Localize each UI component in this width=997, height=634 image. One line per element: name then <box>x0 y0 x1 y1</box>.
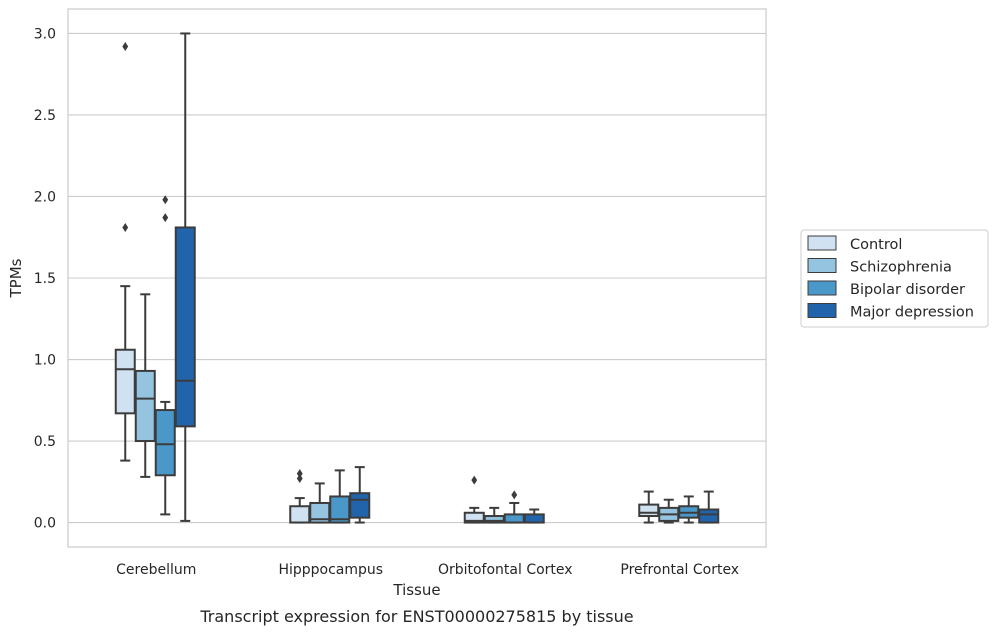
outlier-point <box>122 41 129 51</box>
outlier-point <box>162 213 169 223</box>
y-tick-label: 0.0 <box>34 516 56 532</box>
iqr-box <box>698 508 720 524</box>
box-plot <box>523 508 545 524</box>
legend-label: Major depression <box>850 305 974 321</box>
y-tick-label: 3.0 <box>34 26 56 42</box>
legend-frame <box>800 229 989 328</box>
legend-label: Bipolar disorder <box>850 282 965 298</box>
legend-label: Control <box>850 237 902 253</box>
iqr-box <box>638 503 660 518</box>
iqr-box <box>114 348 136 415</box>
y-tick-label: 0.5 <box>34 434 56 450</box>
box-plot <box>349 466 371 524</box>
iqr-box <box>154 409 176 477</box>
legend-label: Schizophrenia <box>850 260 952 276</box>
x-axis-ticks: Cerebellum Hipppocampus Orbitofontal Corte… <box>116 562 739 578</box>
legend-swatch <box>807 258 837 273</box>
iqr-box <box>174 226 196 428</box>
outlier-point <box>296 474 303 484</box>
iqr-box <box>349 492 371 519</box>
x-axis-label: Tissue <box>392 581 440 599</box>
iqr-box <box>134 369 156 443</box>
box-plot <box>114 41 136 462</box>
legend-swatch <box>807 280 837 296</box>
outlier-point <box>511 490 518 500</box>
y-axis-ticks: 0.0 0.5 1.0 1.5 2.0 2.5 3.0 <box>34 26 56 531</box>
box-plot <box>174 32 196 522</box>
y-tick-label: 2.5 <box>34 108 56 124</box>
y-tick-label: 1.0 <box>34 353 56 369</box>
x-tick-label: Hipppocampus <box>278 562 383 578</box>
x-tick-label: Orbitofontal Cortex <box>438 562 573 578</box>
legend-swatch <box>807 303 837 318</box>
outlier-point <box>471 475 478 485</box>
y-axis-label: TPMs <box>7 258 25 298</box>
outlier-point <box>122 222 129 232</box>
box-plot <box>698 490 720 524</box>
iqr-box <box>523 513 545 524</box>
box-plot <box>678 495 700 524</box>
x-tick-label: Prefrontal Cortex <box>620 562 739 578</box>
x-tick-label: Cerebellum <box>116 562 196 578</box>
iqr-box <box>503 513 525 524</box>
legend: Control Schizophrenia Bipolar disorder Majo… <box>800 229 989 328</box>
box-plot <box>638 490 660 524</box>
box-plot <box>154 195 176 516</box>
plot-frame <box>67 8 767 548</box>
iqr-box <box>289 505 311 524</box>
chart-caption: Transcript expression for ENST0000027581… <box>199 607 633 626</box>
box-plot <box>134 293 156 478</box>
legend-swatch <box>807 235 837 251</box>
y-tick-label: 2.0 <box>34 189 56 205</box>
outlier-point <box>296 469 303 479</box>
y-tick-label: 1.5 <box>34 271 56 287</box>
outlier-point <box>162 195 169 205</box>
box-groups <box>114 32 720 524</box>
